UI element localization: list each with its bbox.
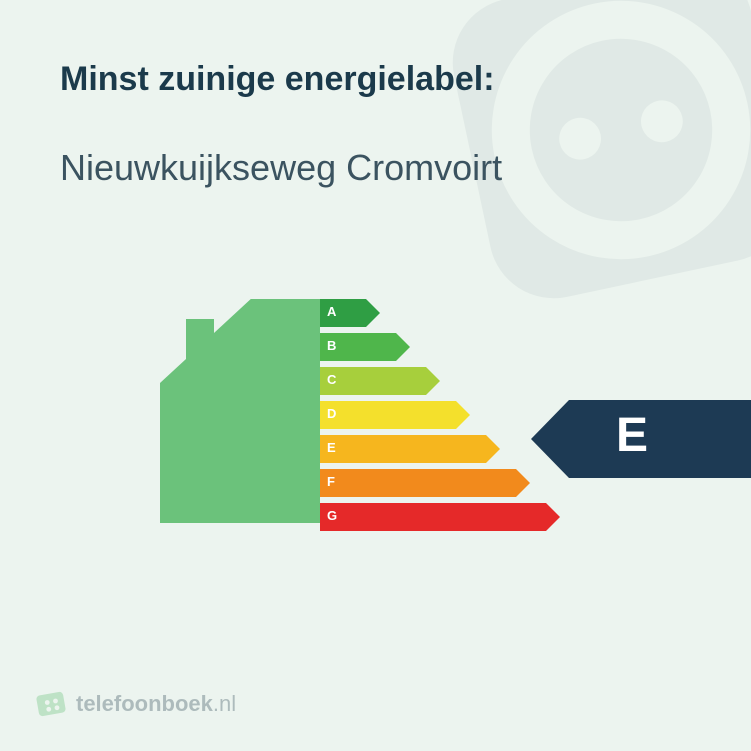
energy-bar-label: C: [327, 372, 336, 387]
footer-logo-icon: [36, 689, 66, 719]
energy-bar-shape: [320, 367, 440, 395]
energy-bar-shape: [320, 469, 530, 497]
indicator-letter: E: [616, 408, 648, 463]
energy-bar-label: F: [327, 474, 335, 489]
energy-bar-shape: [320, 401, 470, 429]
title: Minst zuinige energielabel:: [60, 60, 691, 99]
energy-bar-shape: [320, 503, 560, 531]
house-icon: [160, 299, 320, 523]
rating-indicator: E: [531, 400, 751, 478]
footer: telefoonboek.nl: [36, 689, 236, 719]
energy-bar-label: G: [327, 508, 337, 523]
energy-bar-label: A: [327, 304, 336, 319]
energy-bar-shape: [320, 435, 500, 463]
subtitle: Nieuwkuijkseweg Cromvoirt: [60, 147, 691, 189]
card-content: Minst zuinige energielabel: Nieuwkuijkse…: [0, 0, 751, 569]
footer-brand-name: telefoonboek: [76, 691, 213, 716]
energy-bar-label: D: [327, 406, 336, 421]
energy-bar-label: E: [327, 440, 336, 455]
footer-brand: telefoonboek.nl: [76, 691, 236, 717]
energy-bar-label: B: [327, 338, 336, 353]
footer-brand-tld: .nl: [213, 691, 236, 716]
